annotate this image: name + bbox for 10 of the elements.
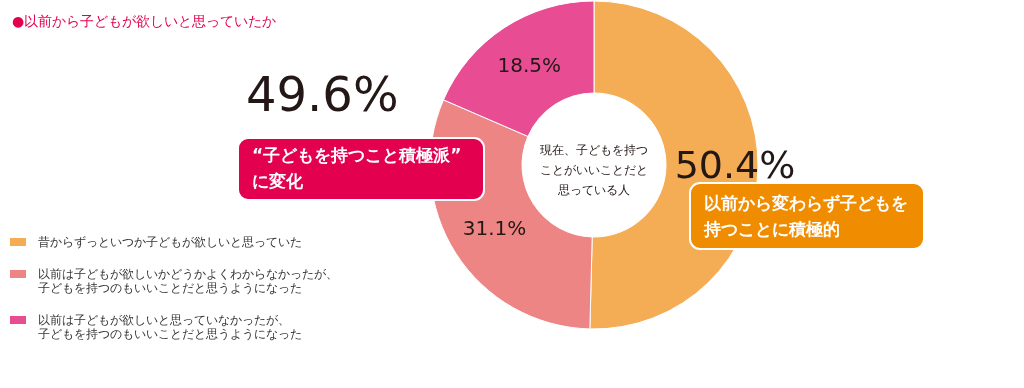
data-label: 18.5% — [497, 53, 561, 78]
text: ●以前から子どもが欲しいと思っていたか — [12, 13, 277, 29]
legend-label: 以前は子どもが欲しいかどうかよくわからなかったが、子どもを持つのもいいことだと思うようになった — [38, 267, 338, 295]
legend-label: 昔からずっといつか子どもが欲しいと思っていた — [38, 235, 302, 249]
legend-label: 以前は子どもが欲しいと思っていなかったが、子どもを持つのもいいことだと思うようになった — [38, 313, 302, 341]
text: “子どもを持つこと積極派”に変化 — [252, 145, 462, 191]
text: 現在、子どもを持つことがいいことだと思っている人 — [540, 143, 648, 197]
text: 以前から変わらず子どもを持つことに積極的 — [703, 193, 908, 239]
text: 49.6% — [246, 66, 399, 122]
data-label: 31.1% — [462, 215, 527, 240]
